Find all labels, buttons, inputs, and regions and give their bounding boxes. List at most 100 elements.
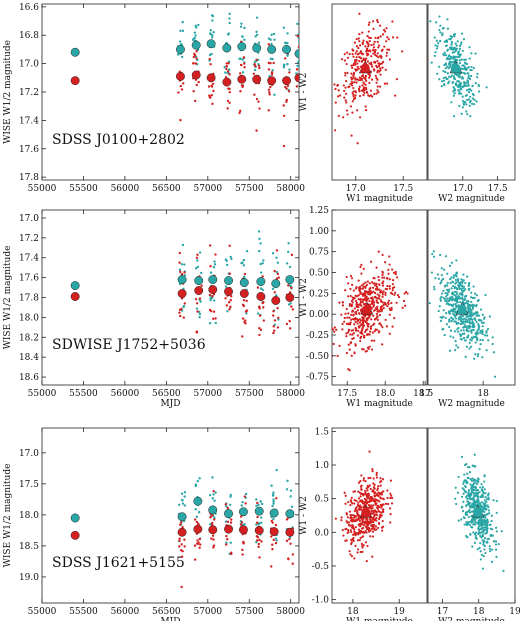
w1-single-epoch-point [228, 101, 231, 104]
w1-cmd-point [381, 295, 384, 298]
w2-cmd-point [445, 288, 449, 291]
w2-cmd-point [454, 297, 457, 300]
w1-cmd-point [367, 317, 370, 320]
y-tick-label: 18.0 [19, 313, 39, 323]
w1-cmd-point [373, 515, 376, 518]
w2-cmd-point [446, 300, 449, 303]
w1-cmd-point [362, 321, 365, 325]
w1-cmd-point [355, 37, 358, 41]
w1-cmd-point [361, 301, 364, 304]
w2-cmd-point [465, 336, 469, 339]
w1-cmd-frame [331, 427, 428, 604]
w2-cmd-point [448, 325, 451, 329]
w2-cmd-point [462, 103, 465, 106]
w2-single-epoch-point [271, 252, 275, 255]
w2-cmd-point [452, 284, 455, 288]
w1-cmd-point [388, 48, 391, 51]
y-tick-label: 0.25 [309, 289, 329, 299]
w1-cmd-point [368, 303, 372, 306]
x-tick-label: 17.5 [337, 389, 357, 399]
w1-cmd-point [375, 283, 378, 286]
w1-single-epoch-point [268, 91, 271, 94]
w1-cmd-point [349, 333, 352, 336]
w2-cmd-point [462, 273, 465, 276]
w2-mean-point [239, 278, 249, 288]
w2-cmd-point [483, 537, 487, 540]
w1-single-epoch-point [229, 551, 233, 554]
w1-single-epoch-point [225, 67, 228, 71]
w2-cmd-point [449, 335, 452, 338]
w1-cmd-point [404, 290, 408, 294]
w1-cmd-point [350, 354, 353, 357]
w1-cmd-point [362, 530, 365, 534]
w1-cmd-point [353, 514, 357, 518]
w2-cmd-point [478, 524, 482, 527]
w2-cmd-point [474, 481, 477, 484]
w2-cmd-point [484, 293, 487, 297]
w2-cmd-point [464, 355, 467, 359]
w2-cmd-point [444, 284, 447, 287]
w1-cmd-point [390, 306, 393, 309]
w1-single-epoch-point [272, 325, 275, 328]
w1-cmd-point [356, 68, 359, 71]
w1-single-epoch-point [290, 253, 294, 257]
w2-cmd-point [485, 500, 488, 503]
w1-cmd-point [361, 502, 365, 505]
w1-cmd-point [365, 47, 368, 50]
w1-cmd-point [350, 526, 354, 529]
w2-cmd-point [445, 44, 448, 47]
w1-single-epoch-point [275, 497, 278, 500]
w1-single-epoch-point [256, 501, 259, 505]
w1-mean-point [256, 292, 266, 301]
w2-cmd-point [448, 62, 452, 65]
y-tick-label: 17.6 [19, 274, 39, 284]
w2-cmd-point [466, 79, 469, 82]
w1-cmd-point [366, 523, 369, 526]
w2-cmd-point [450, 304, 454, 307]
w2-single-epoch-point [228, 12, 231, 16]
w1-cmd-point [355, 508, 358, 512]
w1-cmd-point [373, 495, 376, 498]
w2-cmd-point [480, 489, 483, 492]
w2-single-epoch-point [259, 262, 262, 266]
w1-cmd-point [361, 84, 364, 87]
object-name: SDSS J0100+2802 [52, 132, 185, 148]
w1-cmd-point [346, 316, 349, 319]
w1-single-epoch-point [285, 322, 289, 326]
w2-cmd-point [470, 490, 473, 493]
w2-cmd-point [444, 54, 448, 57]
w1-cmd-point [347, 295, 350, 298]
w1-cmd-point [378, 288, 381, 291]
w1-cmd-point [337, 89, 340, 92]
w2-cmd-point [430, 61, 433, 64]
w1-mean-point [269, 527, 279, 537]
w1-single-epoch-point [211, 102, 214, 106]
w2-cmd-point [440, 292, 444, 295]
w1-single-epoch-point [267, 88, 271, 91]
w2-cmd-point [471, 503, 474, 506]
w2-cmd-point [462, 38, 466, 41]
w2-single-epoch-point [296, 22, 299, 26]
w2-single-epoch-point [260, 516, 263, 519]
w1-single-epoch-point [257, 545, 260, 549]
w2-cmd-point [463, 298, 466, 302]
w2-single-epoch-point [276, 261, 280, 264]
w1-cmd-point [362, 518, 365, 521]
w2-single-epoch-point [198, 315, 201, 319]
x-tick-label: 56500 [152, 607, 181, 617]
w1-cmd-point [361, 31, 364, 34]
w1-cmd-point [336, 354, 339, 357]
w1-cmd-point [366, 41, 369, 44]
w1-cmd-point [347, 329, 351, 332]
w1-cmd-point [371, 555, 374, 558]
w1-mean-point [285, 293, 295, 302]
lightcurve-frame [41, 3, 300, 181]
w1-cmd-point [372, 482, 375, 485]
w1-single-epoch-point [253, 93, 256, 96]
w2-cmd-point [428, 32, 429, 35]
w1-cmd-point [345, 51, 349, 54]
w1-cmd-point [352, 317, 355, 321]
w1-cmd-point [379, 73, 382, 76]
w1-cmd-point [364, 480, 367, 483]
w1-cmd-point [381, 48, 384, 51]
